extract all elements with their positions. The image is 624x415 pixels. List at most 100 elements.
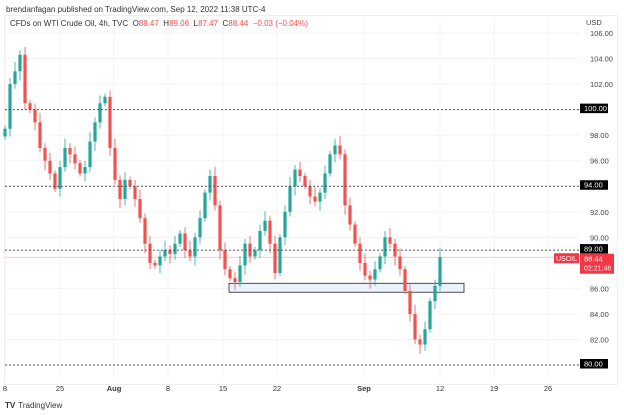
candle-body — [48, 160, 52, 174]
symbol-badge-label: USOIL — [556, 256, 577, 263]
candle-body — [243, 243, 247, 266]
level-badge — [580, 103, 608, 114]
candle-body — [353, 224, 357, 244]
x-tick-label: 8 — [3, 384, 7, 393]
candle-body — [43, 147, 47, 161]
candle-body — [63, 147, 67, 168]
level-badge — [580, 180, 608, 190]
candle-body — [403, 269, 407, 291]
candle-body — [313, 196, 317, 202]
candle-body — [138, 199, 142, 219]
candle-body — [158, 256, 162, 266]
candle-body — [208, 176, 212, 193]
x-tick-label: 19 — [490, 384, 498, 393]
candle-body — [228, 269, 232, 279]
candle-body — [173, 243, 177, 254]
candle-body — [33, 109, 37, 123]
candle-body — [298, 169, 302, 177]
candle-body — [143, 218, 147, 244]
candle-body — [8, 84, 12, 129]
candle-body — [73, 154, 77, 164]
x-tick-label: Aug — [107, 384, 122, 393]
candle-body — [203, 192, 207, 219]
candle-body — [358, 243, 362, 263]
candle-body — [373, 269, 377, 280]
y-tick-label: 104.00 — [590, 55, 613, 64]
candle-body — [183, 233, 187, 251]
candle-body — [318, 192, 322, 202]
candle-body — [258, 230, 262, 251]
x-tick-label: 12 — [436, 384, 444, 393]
change-value: −0.03 (−0.04%) — [252, 19, 308, 28]
high-value: 89.06 — [169, 19, 190, 28]
candle-body — [98, 103, 102, 123]
candle-body — [188, 250, 192, 257]
low-value: 87.47 — [198, 19, 219, 28]
level-badge-label: 80.00 — [584, 360, 603, 369]
candle-body — [198, 218, 202, 238]
candle-body — [163, 250, 167, 257]
candle-body — [363, 262, 367, 276]
symbol-name: CFDs on WTI Crude Oil, 4h, TVC — [10, 19, 129, 28]
level-badge-label: 89.00 — [584, 245, 603, 254]
candle-body — [58, 167, 62, 189]
candle-body — [53, 173, 57, 189]
candle-body — [28, 103, 32, 110]
candle-body — [288, 186, 292, 212]
candle-body — [193, 237, 197, 257]
candle-body — [118, 179, 122, 200]
candle-body — [333, 145, 337, 155]
currency-label: USD — [586, 18, 602, 27]
tv-logo-icon: TV — [5, 401, 16, 410]
candle-body — [433, 285, 437, 302]
level-badge-label: 94.00 — [584, 181, 603, 190]
symbol-legend: CFDs on WTI Crude Oil, 4h, TVC O88.47 H8… — [10, 19, 308, 28]
x-tick-label: 15 — [219, 384, 227, 393]
level-badge-label: 100.00 — [584, 104, 607, 113]
candle-body — [128, 179, 132, 187]
x-tick-label: 22 — [273, 384, 281, 393]
candle-body — [153, 262, 157, 266]
countdown-label: 02:21:46 — [584, 266, 611, 273]
candle-body — [238, 265, 242, 283]
candle-body — [223, 250, 227, 270]
candle-body — [18, 54, 22, 72]
x-tick-label: Sep — [357, 384, 371, 393]
candle-body — [148, 243, 152, 263]
candle-body — [13, 71, 17, 85]
close-value: 88.44 — [228, 19, 249, 28]
candle-body — [83, 167, 87, 174]
candle-body — [123, 179, 127, 200]
tradingview-logo[interactable]: TV TradingView — [5, 401, 63, 410]
candle-body — [343, 154, 347, 206]
candle-body — [413, 313, 417, 340]
candle-body — [408, 290, 412, 314]
candle-body — [418, 339, 422, 345]
y-tick-label: 84.00 — [590, 310, 609, 319]
x-tick-label: 8 — [166, 384, 170, 393]
candle-body — [423, 329, 427, 345]
candle-body — [323, 173, 327, 193]
candle-body — [103, 96, 107, 104]
candle-body — [233, 278, 237, 283]
level-badge — [580, 359, 608, 369]
x-tick-label: 26 — [544, 384, 552, 393]
candle-body — [38, 122, 42, 148]
candle-body — [283, 211, 287, 238]
last-price-label: 88.44 — [584, 255, 603, 264]
y-tick-label: 82.00 — [590, 335, 609, 344]
y-tick-label: 90.00 — [590, 233, 609, 242]
candle-body — [78, 163, 82, 174]
candle-body — [428, 301, 432, 330]
candle-body — [178, 233, 182, 244]
y-tick-label: 86.00 — [590, 284, 609, 293]
y-tick-label: 92.00 — [590, 208, 609, 217]
candle-body — [133, 186, 137, 200]
candle-body — [388, 237, 392, 244]
candle-body — [3, 128, 7, 137]
candle-body — [23, 54, 27, 104]
candle-body — [398, 256, 402, 270]
support-zone-box — [228, 282, 465, 293]
candle-body — [278, 237, 282, 274]
